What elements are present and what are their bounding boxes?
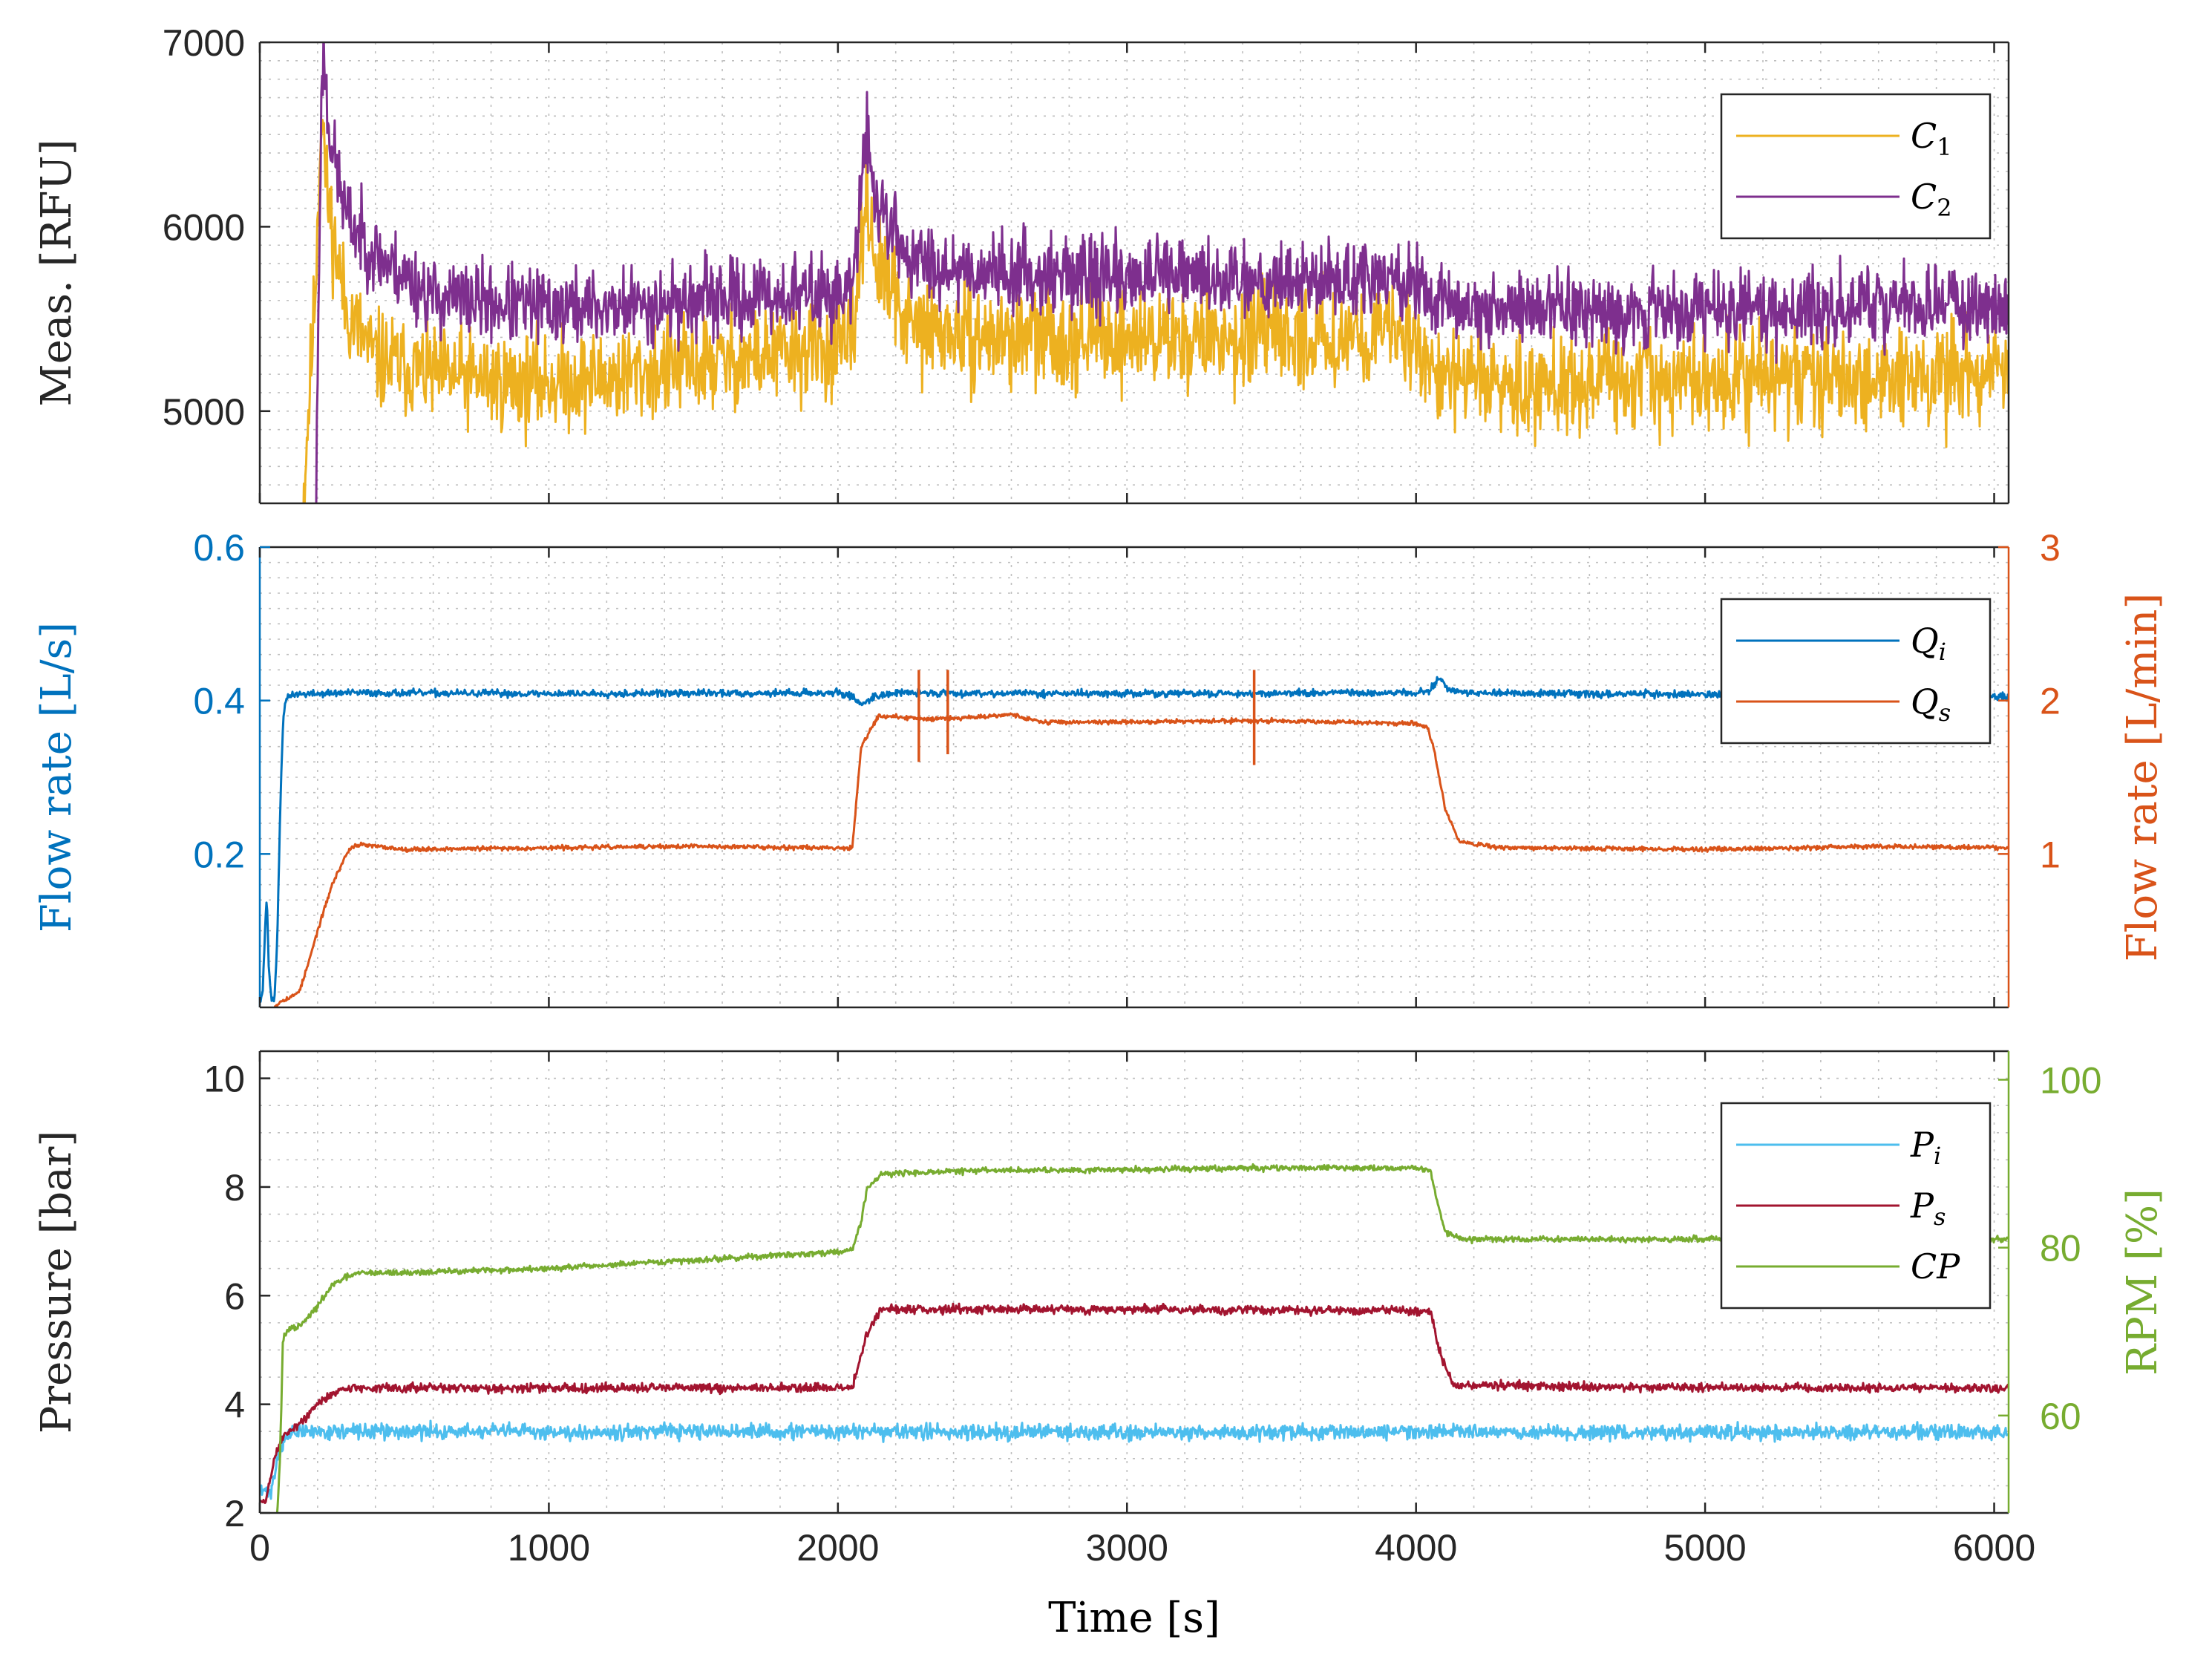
legend-label-qs: Qs bbox=[1911, 681, 1951, 727]
panel-flow: 0.2 0.4 0.6 1 2 3 Flow rate [L/s] Flow rate [L/… bbox=[33, 527, 2167, 1009]
y-axis-label-left: Pressure [bar] bbox=[33, 1131, 81, 1434]
y-tick-label-right: 2 bbox=[2040, 681, 2061, 722]
y-tick-label-left: 7000 bbox=[163, 22, 245, 64]
legend-flow: Qi Qs bbox=[1720, 598, 1992, 745]
y-tick-label-right: 100 bbox=[2040, 1059, 2101, 1101]
y-tick-label-right: 3 bbox=[2040, 527, 2061, 569]
y-axis-label-right: Flow rate [L/min] bbox=[2118, 593, 2167, 962]
x-tick-label: 4000 bbox=[1375, 1527, 1457, 1569]
legend-box bbox=[1720, 598, 1992, 745]
y-tick-label-right: 60 bbox=[2040, 1396, 2081, 1437]
grid-flow bbox=[259, 546, 2009, 1008]
y-tick-label-left: 6000 bbox=[163, 206, 245, 248]
series-line-qi bbox=[260, 676, 2009, 1003]
axes-pressure bbox=[258, 1050, 2010, 1514]
axes-flow bbox=[258, 546, 2010, 1009]
x-tick-label: 1000 bbox=[508, 1527, 590, 1569]
y-tick-label-left: 0.2 bbox=[193, 834, 245, 875]
y-tick-label-right: 1 bbox=[2040, 834, 2061, 875]
legend-label-qi: Qi bbox=[1911, 621, 1946, 666]
x-tick-label: 3000 bbox=[1086, 1527, 1168, 1569]
y-tick-label-right: 80 bbox=[2040, 1228, 2081, 1269]
y-tick-label-left: 10 bbox=[203, 1059, 245, 1100]
legend-box bbox=[1720, 93, 1992, 240]
legend-label-c2: C2 bbox=[1911, 177, 1952, 222]
series-group-flow bbox=[260, 670, 2009, 1007]
y-tick-label-left: 0.4 bbox=[193, 681, 245, 722]
axes-meas bbox=[258, 41, 2010, 505]
y-tick-label-left: 5000 bbox=[163, 391, 245, 433]
y-tick-label-left: 2 bbox=[224, 1493, 245, 1534]
x-axis-label: Time [s] bbox=[1048, 1594, 1220, 1642]
series-group-meas bbox=[302, 42, 2009, 503]
series-line-c1 bbox=[302, 119, 2009, 503]
y-tick-label-left: 0.6 bbox=[193, 527, 245, 569]
y-axis-label-right: RPM [%] bbox=[2118, 1189, 2167, 1376]
legend-label-ps: Ps bbox=[1910, 1186, 1946, 1231]
x-tick-label: 6000 bbox=[1953, 1527, 2035, 1569]
x-tick-label: 0 bbox=[249, 1527, 270, 1569]
y-axis-label-left: Flow rate [L/s] bbox=[33, 622, 81, 932]
xticks-pressure bbox=[258, 1051, 1995, 1513]
y-axis-label-left: Meas. [RFU] bbox=[33, 139, 81, 406]
xticks-meas bbox=[258, 42, 1995, 503]
x-tick-label: 2000 bbox=[796, 1527, 879, 1569]
legend-label-pi: Pi bbox=[1910, 1125, 1941, 1170]
x-tick-label: 5000 bbox=[1663, 1527, 1746, 1569]
series-line-ps bbox=[260, 1302, 2009, 1504]
series-line-c2 bbox=[315, 42, 2009, 503]
y-tick-label-left: 4 bbox=[224, 1385, 245, 1426]
series-line-pi bbox=[260, 1419, 2009, 1500]
series-line-qs bbox=[273, 712, 2009, 1007]
panel-pressure: 0 1000 2000 3000 4000 5000 6000 2 4 6 8 10 60 80 100 Pr… bbox=[33, 1050, 2167, 1642]
xticks-flow bbox=[258, 547, 1995, 1007]
legend-pressure: Pi Ps CP bbox=[1720, 1102, 1992, 1310]
legend-label-cp: CP bbox=[1911, 1246, 1960, 1287]
series-group-pressure bbox=[260, 1163, 2009, 1513]
legend-label-c1: C1 bbox=[1911, 116, 1952, 161]
series-line-cp bbox=[269, 1163, 2009, 1513]
y-tick-label-left: 6 bbox=[224, 1275, 245, 1317]
y-tick-label-left: 8 bbox=[224, 1167, 245, 1209]
